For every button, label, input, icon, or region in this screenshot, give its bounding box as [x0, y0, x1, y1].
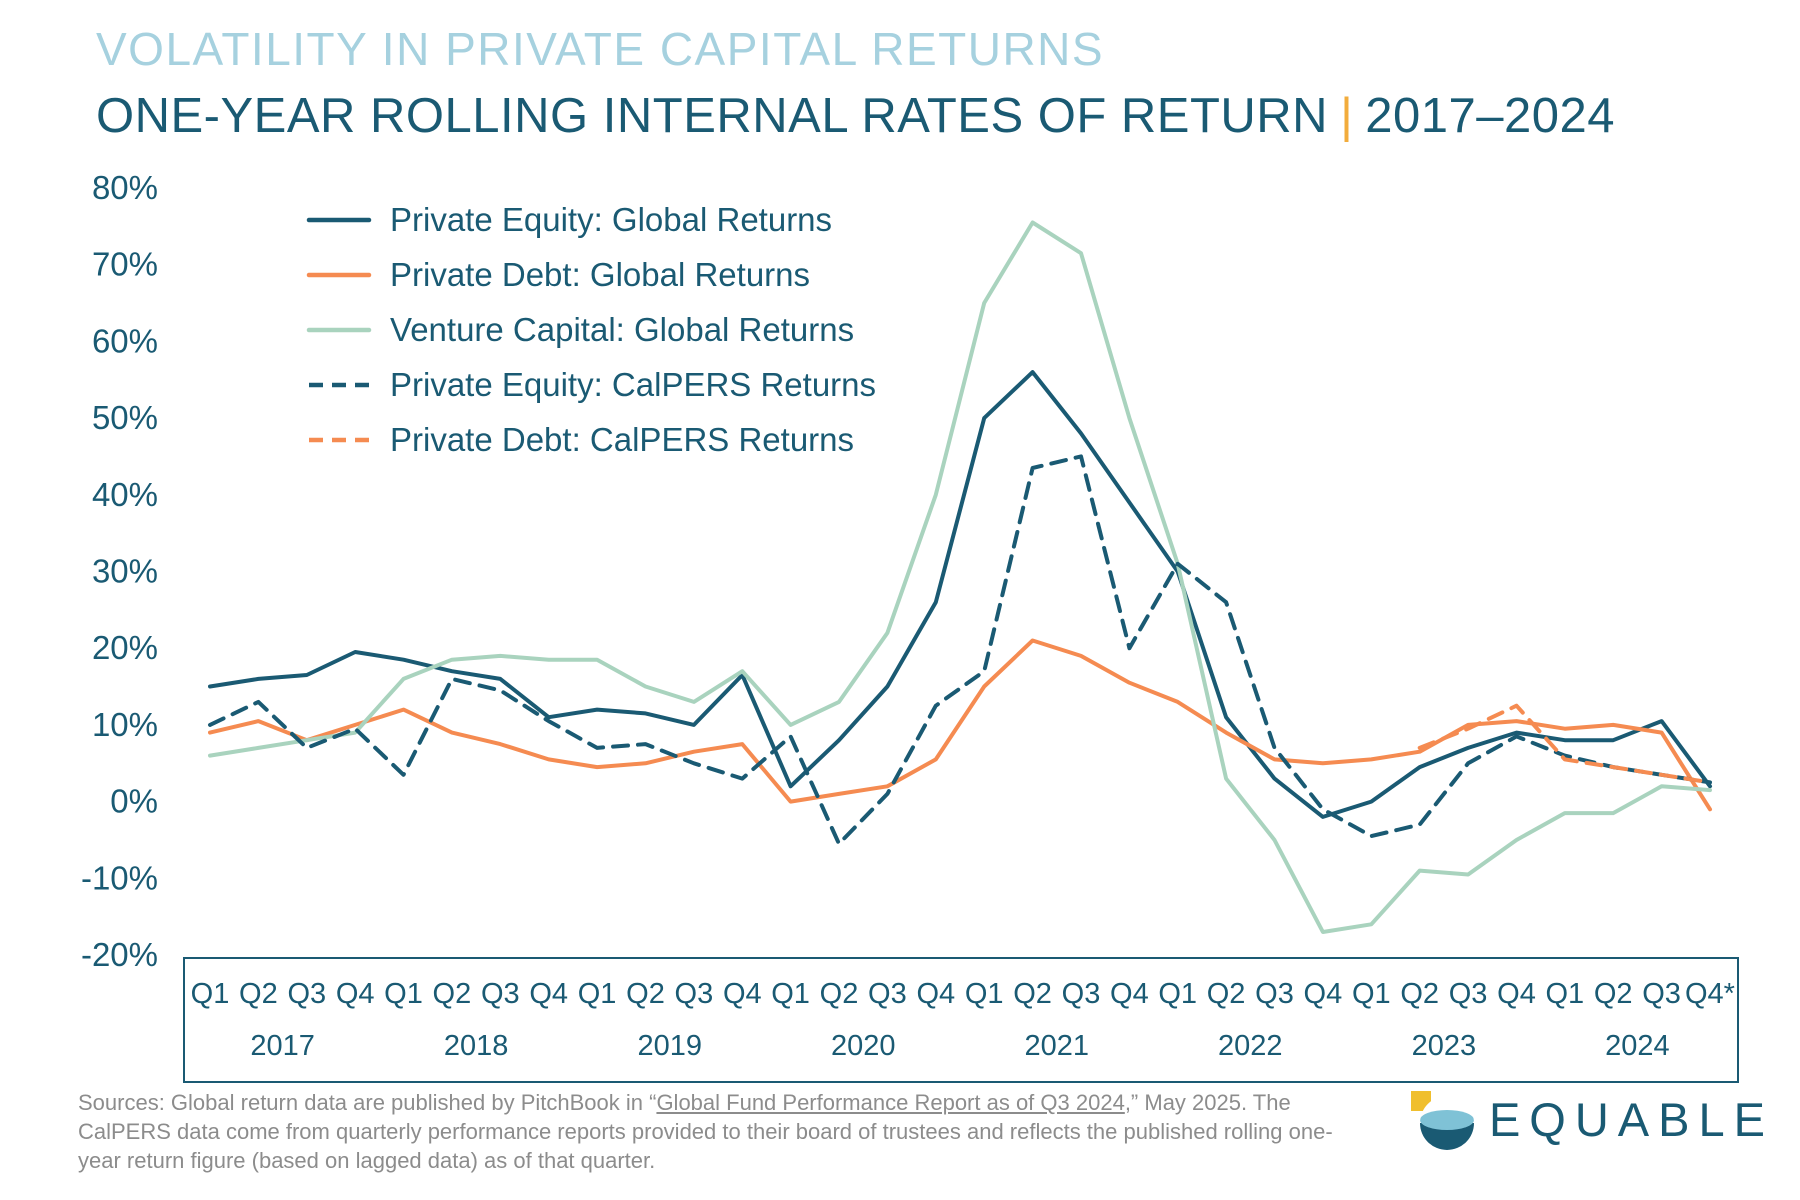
- chart-title-text: ONE-YEAR ROLLING INTERNAL RATES OF RETUR…: [96, 89, 1329, 143]
- x-tick-label: Q2: [433, 978, 472, 1010]
- x-tick-label: Q3: [481, 978, 520, 1010]
- x-tick-label: Q2: [1207, 978, 1246, 1010]
- x-tick-label: Q2: [1400, 978, 1439, 1010]
- x-tick-label: Q1: [771, 978, 810, 1010]
- y-tick-label: 10%: [92, 706, 158, 743]
- legend-line-solid-orange: [306, 272, 372, 277]
- x-tick-label: Q3: [287, 978, 326, 1010]
- year-label: 2017: [250, 1030, 315, 1062]
- legend-label: Private Debt: CalPERS Returns: [390, 420, 855, 458]
- x-tick-label: Q1: [965, 978, 1004, 1010]
- x-tick-label: Q2: [820, 978, 859, 1010]
- x-tick-label: Q1: [1158, 978, 1197, 1010]
- x-tick-label: Q2: [1013, 978, 1052, 1010]
- x-tick-label: Q4: [529, 978, 568, 1010]
- source-link[interactable]: Global Fund Performance Report as of Q3 …: [656, 1090, 1125, 1115]
- x-tick-label: Q4: [1110, 978, 1149, 1010]
- year-label: 2023: [1412, 1030, 1477, 1062]
- x-tick-label: Q2: [1594, 978, 1633, 1010]
- x-tick-label: Q4: [1304, 978, 1343, 1010]
- x-tick-label: Q1: [191, 978, 230, 1010]
- y-tick-label: 20%: [92, 629, 158, 666]
- legend-item-private-equity-calpers: Private Equity: CalPERS Returns: [306, 357, 876, 412]
- y-tick-label: -20%: [81, 936, 158, 973]
- x-tick-label: Q1: [578, 978, 617, 1010]
- series-line-1: [208, 638, 1712, 812]
- x-tick-label: Q3: [1642, 978, 1681, 1010]
- chart-title: ONE-YEAR ROLLING INTERNAL RATES OF RETUR…: [96, 88, 1615, 144]
- legend-item-private-debt-calpers: Private Debt: CalPERS Returns: [306, 412, 876, 467]
- x-tick-label: Q1: [1352, 978, 1391, 1010]
- series-line-4: [1417, 703, 1712, 785]
- y-tick-label: 40%: [92, 476, 158, 513]
- chart-header: VOLATILITY IN PRIVATE CAPITAL RETURNS ON…: [96, 22, 1615, 144]
- equable-logo: EQUABLE: [1410, 1087, 1774, 1151]
- equable-logo-icon: [1410, 1091, 1474, 1150]
- x-tick-label: Q4: [336, 978, 375, 1010]
- equable-logo-text: EQUABLE: [1488, 1092, 1774, 1146]
- x-tick-label: Q4: [723, 978, 762, 1010]
- x-tick-label: Q1: [384, 978, 423, 1010]
- y-tick-label: 50%: [92, 399, 158, 436]
- x-tick-label: Q1: [1545, 978, 1584, 1010]
- x-axis-box: [183, 957, 1739, 1083]
- x-tick-label: Q4: [1497, 978, 1536, 1010]
- y-tick-label: -10%: [81, 859, 158, 896]
- legend-item-private-equity-global: Private Equity: Global Returns: [306, 192, 876, 247]
- legend-item-private-debt-global: Private Debt: Global Returns: [306, 247, 876, 302]
- x-tick-label: Q4: [916, 978, 955, 1010]
- series-line-3: [208, 454, 1712, 846]
- title-separator: |: [1340, 89, 1354, 143]
- source-text-suffix: ,” May 2025. The CalPERS data come from …: [78, 1090, 1333, 1174]
- year-label: 2024: [1605, 1030, 1670, 1062]
- year-label: 2020: [831, 1030, 896, 1062]
- legend-label: Private Equity: Global Returns: [390, 200, 833, 238]
- legend-line-solid-teal: [306, 217, 372, 222]
- y-tick-label: 0%: [110, 783, 158, 820]
- legend-label: Private Equity: CalPERS Returns: [390, 365, 877, 403]
- chart-legend: Private Equity: Global Returns Private D…: [306, 192, 876, 467]
- x-tick-label: Q3: [1449, 978, 1488, 1010]
- legend-line-dashed-orange: [309, 437, 369, 442]
- y-tick-label: 60%: [92, 322, 158, 359]
- year-label: 2019: [637, 1030, 702, 1062]
- x-tick-label: Q2: [239, 978, 278, 1010]
- x-tick-label: Q3: [1255, 978, 1294, 1010]
- y-tick-label: 30%: [92, 553, 158, 590]
- legend-label: Private Debt: Global Returns: [390, 255, 811, 293]
- legend-line-dashed-teal: [309, 382, 369, 387]
- year-label: 2021: [1025, 1030, 1090, 1062]
- source-text-prefix: Sources: Global return data are publishe…: [78, 1090, 657, 1115]
- x-tick-label: Q2: [626, 978, 665, 1010]
- chart-kicker: VOLATILITY IN PRIVATE CAPITAL RETURNS: [96, 23, 1105, 75]
- source-note: Sources: Global return data are publishe…: [78, 1088, 1348, 1175]
- x-tick-label: Q3: [1062, 978, 1101, 1010]
- legend-item-venture-capital-global: Venture Capital: Global Returns: [306, 302, 876, 357]
- legend-line-solid-green: [306, 327, 372, 332]
- x-tick-label: Q4*: [1685, 978, 1735, 1010]
- chart-title-period: 2017–2024: [1365, 89, 1616, 143]
- y-tick-label: 80%: [92, 169, 158, 206]
- legend-label: Venture Capital: Global Returns: [390, 310, 855, 348]
- y-tick-label: 70%: [92, 246, 158, 283]
- year-label: 2022: [1218, 1030, 1283, 1062]
- year-label: 2018: [444, 1030, 509, 1062]
- x-tick-label: Q3: [675, 978, 714, 1010]
- x-tick-label: Q3: [868, 978, 907, 1010]
